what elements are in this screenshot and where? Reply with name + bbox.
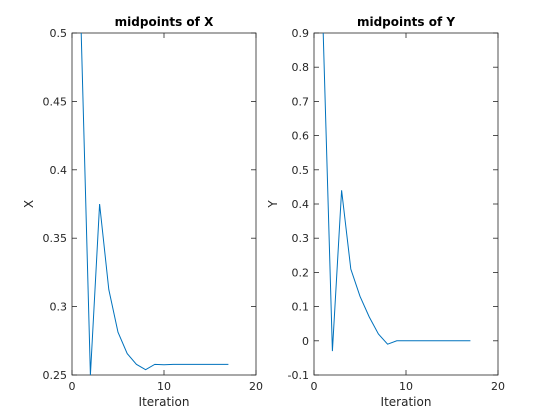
- plot-y-series-line: [322, 32, 471, 352]
- plot-x: midpoints of X Iteration X 0 10 200.250.30…: [22, 15, 263, 409]
- plot-y-ticks: 0 10 20-0.100.10.20.30.40.50.60.70.80.9: [288, 27, 505, 393]
- plot-y-ytick-label: 0.7: [292, 95, 310, 108]
- plot-x-ytick-label: 0.25: [43, 369, 68, 382]
- plot-x-ytick-label: 0.4: [50, 164, 68, 177]
- plot-y-ytick-label: 0.6: [292, 130, 310, 143]
- plot-x-title: midpoints of X: [115, 15, 214, 29]
- plot-x-ticks: 0 10 20 0.25 0.3 0.35 0.4 0.45 0.5: [43, 27, 264, 393]
- plot-x-xtick-label: 20: [249, 380, 263, 393]
- plot-x-frame: [71, 32, 257, 376]
- plot-x-ytick-label: 0.45: [43, 95, 68, 108]
- plot-y-ytick-label: 0.2: [292, 266, 310, 279]
- plot-y-xtick-label: 10: [399, 380, 413, 393]
- plot-x-xlabel: Iteration: [139, 395, 190, 409]
- plot-y-ytick-label: -0.1: [288, 369, 309, 382]
- plot-x-xtick-label: 0: [69, 380, 76, 393]
- plot-x-ytick-label: 0.35: [43, 232, 68, 245]
- plot-x-series-line: [80, 32, 229, 376]
- plot-y-ytick-label: 0.5: [292, 164, 310, 177]
- plot-y-xtick-label: 0: [311, 380, 318, 393]
- plot-y-ytick-label: 0: [302, 335, 309, 348]
- plot-y-ytick-label: 0.8: [292, 61, 310, 74]
- plot-y-ytick-label: 0.1: [292, 301, 310, 314]
- plot-y: midpoints of Y Iteration Y 0 10 20-0.100.1…: [266, 15, 505, 409]
- plot-y-ytick-label: 0.9: [292, 27, 310, 40]
- plot-y-title: midpoints of Y: [357, 15, 455, 29]
- plot-y-ytick-label: 0.4: [292, 198, 310, 211]
- plot-x-ytick-label: 0.3: [50, 301, 68, 314]
- plot-y-ylabel: Y: [266, 200, 280, 209]
- plot-x-ylabel: X: [22, 200, 36, 208]
- plot-x-ytick-label: 0.5: [50, 27, 68, 40]
- plot-y-xtick-label: 20: [491, 380, 505, 393]
- plot-y-xlabel: Iteration: [381, 395, 432, 409]
- plot-x-xtick-label: 10: [157, 380, 171, 393]
- plot-y-frame: [313, 32, 499, 376]
- plot-y-ytick-label: 0.3: [292, 232, 310, 245]
